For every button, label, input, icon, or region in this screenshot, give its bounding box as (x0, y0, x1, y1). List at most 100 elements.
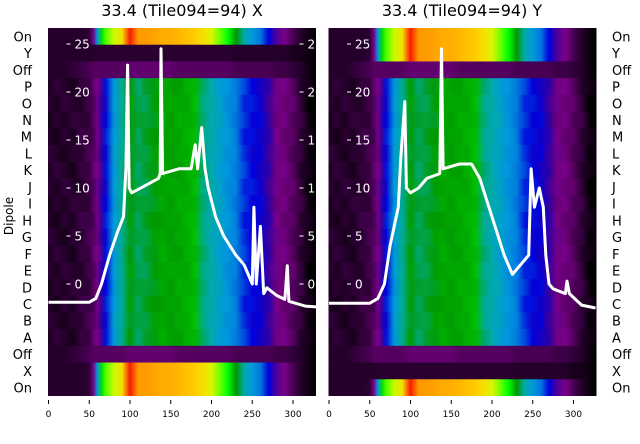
row-label-left: X (23, 365, 32, 380)
inner-y-tick-label: 20 (355, 86, 370, 100)
response-curve (48, 47, 316, 309)
heatmap-row-o (48, 94, 316, 113)
row-label-right: L (612, 147, 620, 162)
row-label-left: D (22, 281, 32, 296)
row-label-right: F (612, 248, 619, 263)
heatmap-row-g (48, 228, 316, 246)
heatmap-row-g (328, 228, 597, 246)
heatmap-row-o (328, 94, 597, 113)
row-label-right: Y (611, 47, 620, 62)
row-label-right: I (612, 198, 616, 213)
row-label-right: E (612, 265, 620, 280)
heatmap-row-d (328, 278, 597, 297)
heatmap-row-on (328, 379, 597, 396)
row-label-right: A (612, 331, 621, 346)
inner-y-tick-label: 15 (75, 134, 90, 148)
row-label-right: On (612, 382, 630, 397)
x-tick-label: 300 (565, 410, 582, 420)
heatmap-row-a (48, 329, 316, 347)
heatmap-row-l (328, 145, 597, 163)
heatmap-row-p (48, 78, 316, 96)
row-label-right: G (612, 231, 622, 246)
row-label-right: B (612, 315, 621, 330)
row-label-left: J (27, 181, 32, 196)
heatmap-row-f (328, 245, 597, 263)
x-tick-label: 150 (443, 410, 460, 420)
row-label-right: C (612, 298, 621, 313)
row-label-right: K (612, 164, 621, 179)
heatmap-row-c (328, 295, 597, 313)
heatmap-row-m (48, 128, 316, 146)
inner-y-tick-label: 20 (308, 86, 323, 100)
inner-y-tick-label: 0 (75, 278, 83, 292)
inner-y-tick-label: 20 (75, 86, 90, 100)
x-tick-label: 100 (121, 410, 138, 420)
heatmap-row-p (328, 78, 597, 96)
row-label-left: E (24, 265, 32, 280)
response-curve (329, 47, 596, 310)
panel-title-y: 33.4 (Tile094=94) Y (382, 1, 543, 20)
heatmap-row-m (328, 128, 597, 146)
inner-y-tick-label: 15 (308, 134, 323, 148)
heatmap-row-l (48, 145, 316, 163)
inner-y-tick-label: 25 (75, 38, 90, 52)
row-label-right: P (612, 81, 620, 96)
heatmap-row-h (48, 212, 316, 230)
row-label-right: H (612, 214, 622, 229)
row-label-left: I (28, 198, 32, 213)
row-label-right: Off (612, 348, 632, 363)
inner-y-tick-label: 10 (308, 182, 323, 196)
heatmap-row-on (328, 28, 597, 46)
heatmap-row-j (48, 178, 316, 196)
heatmap-row-y (328, 44, 597, 62)
row-label-left: G (22, 231, 32, 246)
inner-y-tick-label: 10 (355, 182, 370, 196)
heatmap-row-i (328, 195, 597, 213)
row-label-right: Off (612, 64, 632, 79)
heatmap-row-f (48, 245, 316, 263)
x-tick-label: 100 (402, 410, 419, 420)
heatmap-row-x (328, 362, 597, 380)
heatmap-row-off (48, 345, 316, 363)
heatmap-row-a (328, 329, 597, 347)
inner-y-tick-label: 5 (355, 230, 363, 244)
inner-y-tick-label: 10 (75, 182, 90, 196)
row-label-right: M (612, 131, 623, 146)
heatmap-row-k (48, 161, 316, 179)
row-label-left: O (22, 97, 32, 112)
panel-title-x: 33.4 (Tile094=94) X (101, 1, 263, 20)
row-label-right: O (612, 97, 622, 112)
inner-y-tick-label: 25 (355, 38, 370, 52)
inner-y-tick-label: 5 (308, 230, 316, 244)
heatmap-row-x (48, 362, 316, 380)
heatmap-row-off (328, 61, 597, 79)
heatmap-row-off (48, 61, 316, 79)
x-tick-label: 0 (326, 410, 332, 420)
inner-y-tick-label: 5 (75, 230, 83, 244)
heatmap-row-b (48, 312, 316, 330)
row-label-right: J (611, 181, 616, 196)
heatmap-row-on (48, 379, 316, 396)
row-label-left: B (23, 315, 32, 330)
row-label-right: On (612, 30, 630, 45)
row-label-left: M (21, 131, 32, 146)
row-label-left: C (23, 298, 32, 313)
row-label-left: L (25, 147, 33, 162)
row-label-left: P (24, 81, 32, 96)
row-label-left: Off (13, 348, 33, 363)
row-label-left: H (22, 214, 32, 229)
heatmap-row-h (328, 212, 597, 230)
x-tick-label: 0 (46, 410, 52, 420)
row-label-right: N (612, 114, 622, 129)
heatmap-row-y (48, 44, 316, 62)
heatmap-row-i (48, 195, 316, 213)
row-label-left: On (14, 30, 32, 45)
x-tick-label: 250 (244, 410, 261, 420)
row-label-left: A (23, 331, 32, 346)
row-label-left: On (14, 382, 32, 397)
row-label-right: D (612, 281, 622, 296)
x-tick-label: 300 (284, 410, 301, 420)
heatmap-row-off (328, 345, 597, 363)
heatmap-row-b (328, 312, 597, 330)
